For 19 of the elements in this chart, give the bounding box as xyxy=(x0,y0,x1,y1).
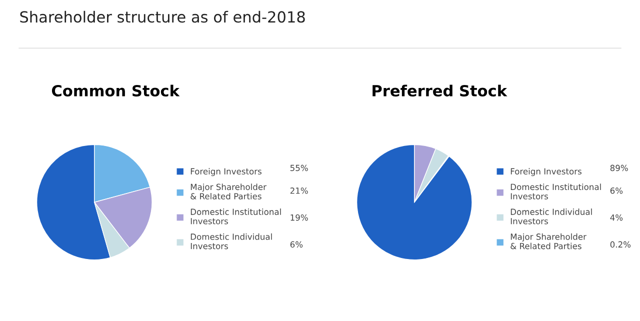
data-label: 6% xyxy=(290,241,303,248)
legend-label: Domestic Individual Investors xyxy=(510,208,592,224)
data-label: 21% xyxy=(290,188,308,194)
data-label: 19% xyxy=(290,214,308,221)
legend-label: Domestic Individual Investors xyxy=(190,233,272,250)
chart-title: Common Stock xyxy=(52,84,180,97)
chart-title: Preferred Stock xyxy=(372,84,508,97)
text: Shareholder structure as of end-2018 xyxy=(20,10,305,23)
data-label: 89% xyxy=(610,164,628,172)
legend-label: Domestic Institutional Investors xyxy=(190,208,281,224)
data-label: 4% xyxy=(610,214,623,221)
data-label: 55% xyxy=(290,164,308,172)
legend-label: Major Shareholder & Related Parties xyxy=(510,233,586,250)
data-label: 6% xyxy=(610,188,623,194)
data-label: 0.2% xyxy=(610,241,631,248)
legend-label: Major Shareholder & Related Parties xyxy=(190,184,266,200)
legend-label: Foreign Investors xyxy=(190,168,262,176)
legend-label: Foreign Investors xyxy=(510,168,582,176)
legend-label: Domestic Institutional Investors xyxy=(510,184,601,200)
